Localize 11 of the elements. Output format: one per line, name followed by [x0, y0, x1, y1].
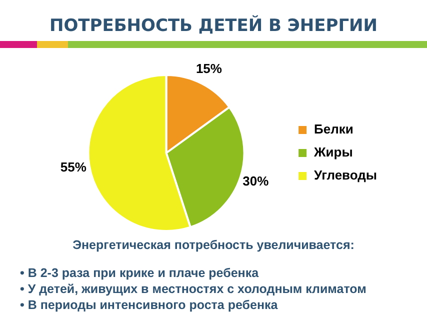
text: • В периоды интенсивного роста ребенка: [20, 297, 279, 313]
data-label: 15%: [196, 60, 222, 76]
text: • В 2-3 раза при крике и плаче ребенка: [20, 265, 260, 281]
data-label: 55%: [60, 159, 87, 174]
legend-label: Белки: [314, 122, 354, 137]
legend-label: Жиры: [313, 144, 353, 160]
legend-label: Углеводы: [314, 168, 378, 183]
text: Энергетическая потребность увеличивается:: [72, 238, 356, 252]
data-label: 30%: [242, 174, 270, 189]
text: • У детей, живущих в местностях с холодным климатом: [20, 281, 366, 297]
chart-title: ПОТРЕБНОСТЬ ДЕТЕЙ В ЭНЕРГИИ: [48, 16, 378, 36]
